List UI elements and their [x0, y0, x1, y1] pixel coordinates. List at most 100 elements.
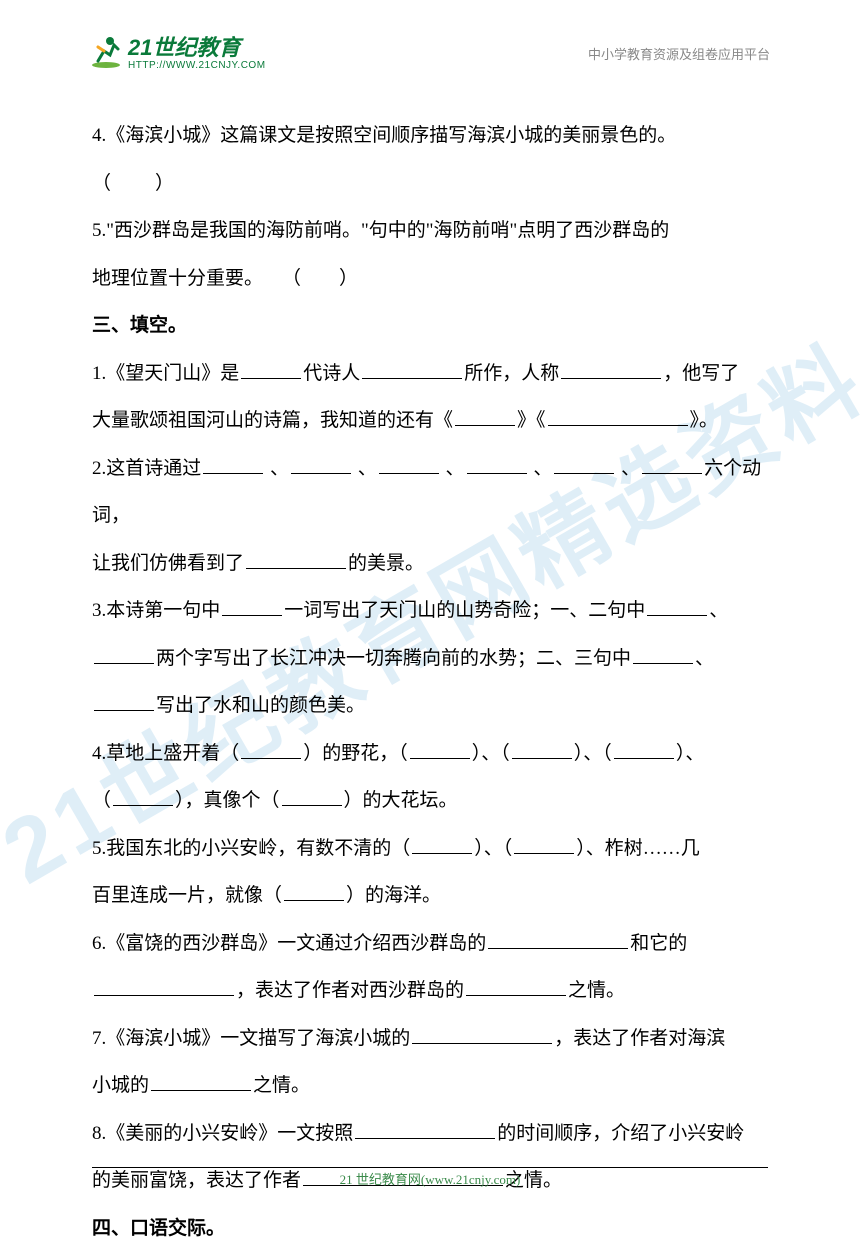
q3-2-line1: 2.这首诗通过 、 、 、 、 、六个动词， [92, 445, 768, 540]
blank [467, 455, 527, 474]
text: 的美景。 [348, 553, 424, 574]
logo-text: 21世纪教育 [128, 35, 240, 60]
q3-8-line1: 8.《美丽的小兴安岭》一文按照 的时间顺序，介绍了小兴安岭 [92, 1110, 768, 1158]
text: 4.草地上盛开着（ [92, 743, 239, 764]
text: 大量歌颂祖国河山的诗篇，我知道的还有《 [92, 410, 453, 431]
blank [94, 645, 154, 664]
text: ）、（ [472, 743, 510, 764]
header-right-text: 中小学教育资源及组卷应用平台 [588, 44, 770, 63]
q3-6-line1: 6.《富饶的西沙群岛》一文通过介绍西沙群岛的和它的 [92, 920, 768, 968]
text: 、 [695, 648, 714, 669]
text: 、 [265, 458, 289, 479]
q3-5-line1: 5.我国东北的小兴安岭，有数不清的（ ）、（ ）、柞树……几 [92, 825, 768, 873]
blank [642, 455, 702, 474]
text: 2.这首诗通过 [92, 458, 201, 479]
text: 7.《海滨小城》一文描写了海滨小城的 [92, 1028, 410, 1049]
text: 让我们仿佛看到了 [92, 553, 244, 574]
blank [614, 740, 674, 759]
text: 、 [709, 600, 728, 621]
text: （ [92, 790, 111, 811]
section-3-heading: 三、填空。 [92, 302, 768, 350]
text: 一词写出了天门山的山势奇险；一、二句中 [284, 600, 645, 621]
text: ）、（ [474, 838, 512, 859]
logo: 21世纪教育 HTTP://WWW.21CNJY.COM [88, 30, 266, 71]
text: 、 [616, 458, 640, 479]
blank [203, 455, 263, 474]
blank [633, 645, 693, 664]
blank [282, 787, 342, 806]
text: ）、柞树……几 [576, 838, 700, 859]
blank [241, 360, 301, 379]
text: 代诗人 [303, 363, 360, 384]
q3-5-line2: 百里连成一片，就像（ ）的海洋。 [92, 872, 768, 920]
blank [362, 360, 462, 379]
blank [410, 740, 470, 759]
q3-6-line2: ，表达了作者对西沙群岛的 之情。 [92, 967, 768, 1015]
text: 、 [353, 458, 377, 479]
text: 》。 [690, 410, 719, 431]
blank [548, 407, 688, 426]
blank [512, 740, 572, 759]
blank [412, 1025, 552, 1044]
blank [554, 455, 614, 474]
q3-4-line2: （ ），真像个（ ）的大花坛。 [92, 777, 768, 825]
text: ）、 [676, 743, 705, 764]
blank [284, 882, 344, 901]
text: 小城的 [92, 1075, 149, 1096]
section-4-heading: 四、口语交际。 [92, 1205, 768, 1252]
text: 的时间顺序，介绍了小兴安岭 [497, 1123, 744, 1144]
blank [113, 787, 173, 806]
q3-1-line1: 1.《望天门山》是 代诗人 所作，人称 ，他写了 [92, 350, 768, 398]
logo-text-block: 21世纪教育 HTTP://WWW.21CNJY.COM [128, 30, 266, 71]
blank [412, 835, 472, 854]
text: ，表达了作者对海滨 [554, 1028, 725, 1049]
text: 之情。 [568, 980, 625, 1001]
page-header: 21世纪教育 HTTP://WWW.21CNJY.COM 中小学教育资源及组卷应… [0, 0, 860, 72]
text: ）、（ [574, 743, 612, 764]
text: 写出了水和山的颜色美。 [156, 695, 365, 716]
blank [561, 360, 661, 379]
blank [455, 407, 515, 426]
runner-icon [88, 33, 124, 69]
text: ）的野花，（ [303, 743, 408, 764]
text: 、 [441, 458, 465, 479]
question-4: 4.《海滨小城》这篇课文是按照空间顺序描写海滨小城的美丽景色的。 [92, 112, 768, 160]
text: 3.本诗第一句中 [92, 600, 220, 621]
blank [291, 455, 351, 474]
text: 之情。 [253, 1075, 310, 1096]
question-5-line2: 地理位置十分重要。 （ ） [92, 255, 768, 303]
q3-3-line3: 写出了水和山的颜色美。 [92, 682, 768, 730]
text: 和它的 [630, 933, 687, 954]
text: 》《 [517, 410, 546, 431]
text: 所作，人称 [464, 363, 559, 384]
footer-text: 21 世纪教育网(www.21cnjy.com) [0, 1169, 860, 1188]
blank [222, 597, 282, 616]
question-4-paren: （ ） [92, 160, 768, 208]
blank [647, 597, 707, 616]
q3-7-line1: 7.《海滨小城》一文描写了海滨小城的 ，表达了作者对海滨 [92, 1015, 768, 1063]
text: ）的大花坛。 [344, 790, 458, 811]
paren-blank: （ ） [92, 173, 176, 194]
blank [488, 930, 628, 949]
blank [151, 1072, 251, 1091]
logo-url: HTTP://WWW.21CNJY.COM [128, 60, 266, 71]
document-body: 4.《海滨小城》这篇课文是按照空间顺序描写海滨小城的美丽景色的。 （ ） 5."… [0, 72, 860, 1252]
text: ，他写了 [663, 363, 739, 384]
blank [514, 835, 574, 854]
blank [94, 977, 234, 996]
q3-3-line2: 两个字写出了长江冲决一切奔腾向前的水势；二、三句中、 [92, 635, 768, 683]
text: ，表达了作者对西沙群岛的 [236, 980, 464, 1001]
blank [355, 1120, 495, 1139]
blank [94, 692, 154, 711]
q3-1-line2: 大量歌颂祖国河山的诗篇，我知道的还有《 》《 》。 [92, 397, 768, 445]
text: 1.《望天门山》是 [92, 363, 239, 384]
text: ）的海洋。 [346, 885, 441, 906]
q3-7-line2: 小城的 之情。 [92, 1062, 768, 1110]
q3-4-line1: 4.草地上盛开着（ ）的野花，（ ）、（ ）、（ ）、 [92, 730, 768, 778]
blank [466, 977, 566, 996]
text: 百里连成一片，就像（ [92, 885, 282, 906]
footer-rule [92, 1167, 768, 1168]
text: 5.我国东北的小兴安岭，有数不清的（ [92, 838, 410, 859]
text: 8.《美丽的小兴安岭》一文按照 [92, 1123, 353, 1144]
text: ），真像个（ [175, 790, 280, 811]
